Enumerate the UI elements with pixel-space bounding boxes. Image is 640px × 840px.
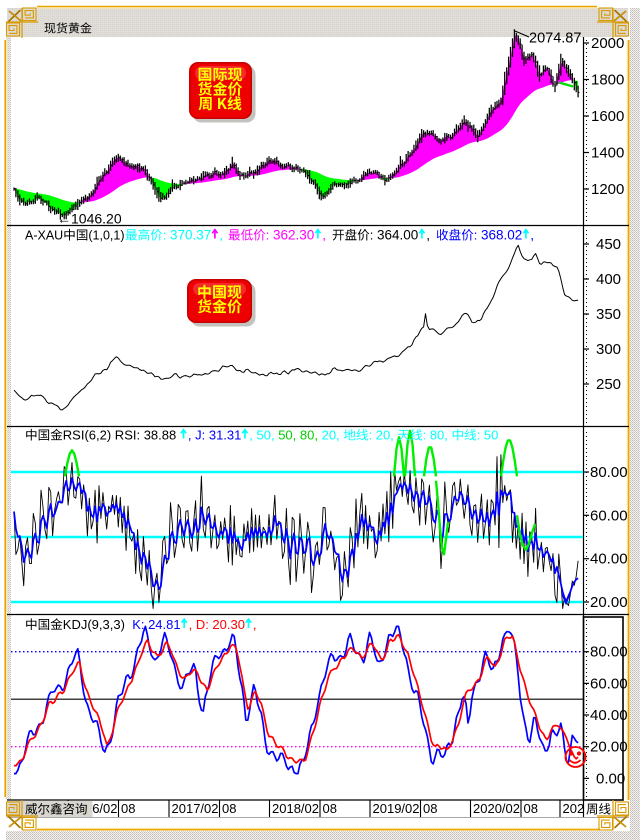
svg-text:1600: 1600 — [591, 108, 624, 125]
svg-text::: : — [163, 228, 167, 243]
svg-text:2017/02: 2017/02 — [172, 801, 219, 816]
svg-text:80.00: 80.00 — [590, 644, 628, 661]
svg-text:400: 400 — [596, 271, 621, 288]
svg-text:08: 08 — [423, 801, 437, 816]
svg-text:2074.87: 2074.87 — [529, 31, 581, 47]
svg-text:2000: 2000 — [591, 35, 624, 52]
svg-text:(1,0,1): (1,0,1) — [88, 229, 124, 243]
svg-text:202: 202 — [563, 801, 585, 816]
svg-text:, J: 31.31: , J: 31.31 — [188, 428, 241, 443]
svg-text:20,: 20, — [322, 428, 340, 443]
svg-text:40.00: 40.00 — [590, 551, 628, 568]
svg-text:20.00: 20.00 — [590, 594, 628, 611]
svg-text:250: 250 — [596, 376, 621, 393]
svg-text:08: 08 — [323, 801, 337, 816]
svg-text:2019/02: 2019/02 — [373, 801, 420, 816]
svg-text:350: 350 — [596, 306, 621, 323]
svg-text:,: , — [219, 228, 223, 243]
svg-text:20.00: 20.00 — [590, 739, 628, 756]
svg-text:, 50,: , 50, — [249, 428, 274, 443]
svg-text:300: 300 — [596, 341, 621, 358]
svg-text:: 50: : 50 — [477, 428, 499, 443]
svg-text:KDJ(9,3,3): KDJ(9,3,3) — [63, 617, 125, 632]
svg-text::: : — [370, 228, 374, 243]
svg-text:RSI(6,2) RSI: 38.88: RSI(6,2) RSI: 38.88 — [63, 428, 176, 443]
svg-text:: 20,: : 20, — [369, 428, 394, 443]
svg-text:1800: 1800 — [591, 72, 624, 89]
svg-text:450: 450 — [596, 236, 621, 253]
svg-text:2018/02: 2018/02 — [272, 801, 319, 816]
svg-text:80.00: 80.00 — [590, 464, 628, 481]
svg-text:1200: 1200 — [591, 181, 624, 198]
svg-text:08: 08 — [524, 801, 538, 816]
svg-text:08: 08 — [121, 801, 135, 816]
svg-text:,: , — [322, 228, 326, 243]
svg-text:364.00: 364.00 — [377, 228, 418, 243]
svg-text:50, 80,: 50, 80, — [278, 428, 318, 443]
svg-text::: : — [474, 228, 478, 243]
svg-text:1400: 1400 — [591, 145, 624, 162]
svg-text:,: , — [530, 228, 534, 243]
svg-text:370.37: 370.37 — [170, 228, 211, 243]
svg-text:40.00: 40.00 — [590, 707, 628, 724]
svg-text:60.00: 60.00 — [590, 675, 628, 692]
svg-text:362.30: 362.30 — [273, 228, 314, 243]
svg-text:, D: 20.30: , D: 20.30 — [189, 617, 245, 632]
svg-text:368.02: 368.02 — [481, 228, 522, 243]
svg-text::: : — [266, 228, 270, 243]
svg-text:60.00: 60.00 — [590, 507, 628, 524]
svg-text:0.00: 0.00 — [596, 770, 625, 787]
svg-text:: 80,: : 80, — [423, 428, 448, 443]
svg-text:08: 08 — [222, 801, 236, 816]
svg-text:K: 24.81: K: 24.81 — [132, 617, 180, 632]
svg-text:←1046.20: ←1046.20 — [57, 211, 122, 227]
svg-text:,: , — [253, 617, 257, 632]
svg-text:A-XAU: A-XAU — [25, 229, 63, 243]
svg-text:,: , — [426, 228, 430, 243]
svg-text:2020/02: 2020/02 — [473, 801, 520, 816]
